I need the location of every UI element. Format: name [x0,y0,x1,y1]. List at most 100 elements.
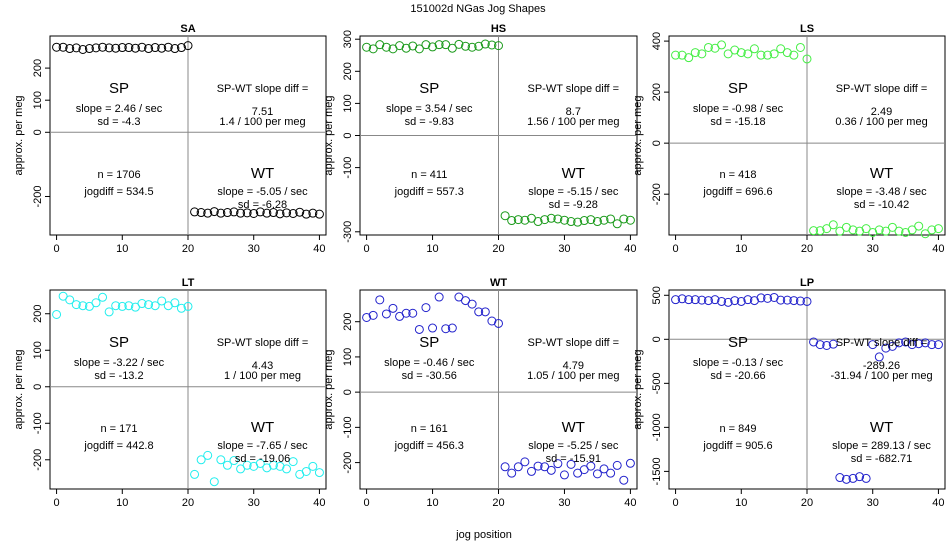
data-point [117,301,127,311]
data-point [809,337,819,347]
data-point [730,296,740,306]
data-point [920,338,930,348]
slope-diff-title: SP-WT slope diff = [836,337,928,349]
data-point [553,459,563,469]
data-point [822,340,832,350]
y-tick-label: 0 [651,336,663,342]
sp-label: SP [109,334,129,351]
slope-diff-per-meg: 0.36 / 100 per meg [835,116,927,128]
y-tick-label: 200 [651,83,663,101]
data-point [395,41,405,51]
data-point [848,225,858,235]
data-point [677,294,687,304]
data-point [52,42,62,52]
data-point [507,216,517,226]
data-point [91,43,101,53]
data-point [308,461,318,471]
data-point [927,225,937,235]
data-point [104,43,114,53]
data-point [533,217,543,227]
sp-sd: sd = -9.83 [405,116,454,128]
data-point [619,214,629,224]
x-tick-label: 30 [248,497,260,509]
x-tick-label: 10 [735,497,747,509]
slope-diff-value: 4.79 [563,360,584,372]
data-point [203,208,213,218]
wt-sd: sd = -9.28 [549,199,598,211]
wt-slope: slope = -5.25 / sec [528,440,619,452]
data-point [71,43,81,53]
y-tick-label: 0 [342,389,354,395]
y-tick-label: -200 [651,183,663,205]
data-point [749,44,759,54]
data-point [914,221,924,231]
slope-diff-per-meg: 1.4 / 100 per meg [219,116,305,128]
data-point [401,308,411,318]
x-tick-label: 10 [116,497,128,509]
wt-sd: sd = -10.42 [854,199,909,211]
data-point [157,296,167,306]
sp-label: SP [728,334,748,351]
data-point [835,226,845,236]
data-point [579,216,589,226]
y-tick-label: -100 [32,412,44,434]
data-point [920,229,930,239]
x-tick-label: 0 [673,497,679,509]
data-point [861,473,871,483]
data-point [209,477,219,487]
sp-slope: slope = 2.46 / sec [76,103,163,115]
slope-diff-value: 7.51 [252,106,273,118]
y-axis-label: approx. per meg [323,349,335,429]
data-point [546,465,556,475]
n-count: n = 411 [411,169,447,181]
data-point [368,44,378,54]
data-point [690,295,700,305]
data-point [58,42,68,52]
y-tick-label: 100 [32,91,44,109]
slope-diff-value: -289.26 [863,360,900,372]
slope-diff-title: SP-WT slope diff = [217,83,309,95]
data-point [513,462,523,472]
slope-diff-per-meg: 1 / 100 per meg [224,370,301,382]
data-point [901,227,911,237]
y-tick-label: 200 [32,305,44,323]
data-point [809,226,819,236]
data-point [130,43,140,53]
data-point [874,225,884,235]
data-point [203,450,213,460]
y-tick-label: -200 [342,452,354,474]
data-point [763,50,773,60]
data-point [150,43,160,53]
n-count: n = 418 [719,169,756,181]
data-point [855,472,865,482]
data-point [480,307,490,317]
data-point [98,292,108,302]
data-point [428,323,438,333]
data-point [697,295,707,305]
data-point [408,308,418,318]
data-point [375,40,385,50]
data-point [697,49,707,59]
x-tick-label: 40 [313,243,325,255]
wt-slope: slope = -5.05 / sec [217,186,308,198]
y-tick-label: 0 [32,129,44,135]
data-point [769,49,779,59]
data-point [461,41,471,51]
panel-title: WT [490,277,507,289]
data-point [894,226,904,236]
sp-slope: slope = -0.13 / sec [693,357,784,369]
data-point [288,208,298,218]
data-point [795,42,805,52]
data-point [868,340,878,350]
y-tick-label: 500 [651,286,663,304]
data-point [743,49,753,59]
y-tick-label: -1500 [651,457,663,485]
data-point [282,464,292,474]
data-point [176,43,186,53]
data-point [52,309,62,319]
slope-diff-title: SP-WT slope diff = [836,83,928,95]
y-tick-label: 0 [651,140,663,146]
data-point [487,316,497,326]
data-point [749,296,759,306]
